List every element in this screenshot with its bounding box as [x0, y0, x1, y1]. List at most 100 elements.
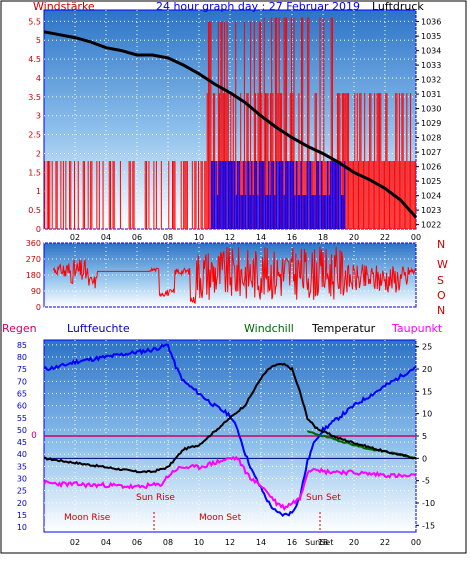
temperature-y-tick-labels: -15 -10 -5 0 5 10 15 20 25: [416, 343, 435, 530]
direction-y-tick-label: 0: [36, 303, 41, 312]
taupunkt-line: [43, 455, 417, 512]
temp-x-tick-label: 02: [70, 538, 80, 547]
wind-x-tick-label: 22: [380, 233, 390, 242]
wind-x-tick-label: 16: [287, 233, 297, 242]
wind-x-tick-label: 12: [225, 233, 235, 242]
pressure-y-tick-label: 1026: [421, 163, 441, 172]
humidity-y-tick-label: 15: [17, 511, 27, 520]
compass-label: O: [437, 289, 446, 302]
temperature-y-tick-label: 25: [422, 343, 432, 352]
temperature-y-tick-label: -15: [422, 521, 435, 530]
temp-x-tick-label: 12: [225, 538, 235, 547]
wind-x-tick-label: 02: [70, 233, 80, 242]
temperature-y-tick-label: -10: [422, 499, 435, 508]
taupunkt-label: Taupunkt: [391, 322, 443, 335]
humidity-y-tick-label: 85: [17, 341, 27, 350]
luftfeuchte-label: Luftfeuchte: [67, 322, 130, 335]
temp-x-tick-label: 16: [287, 538, 297, 547]
wind-y-tick-label: 3.5: [28, 93, 41, 102]
direction-y-tick-label: 90: [31, 287, 41, 296]
wind-y-tick-label: 3: [36, 112, 41, 121]
humidity-y-tick-label: 80: [17, 353, 27, 362]
temp-x-tick-label: 14: [256, 538, 266, 547]
wind-y-tick-label: 2: [36, 149, 41, 158]
direction-y-tick-label: 180: [26, 271, 41, 280]
wind-y-tick-label: 5.5: [28, 17, 41, 26]
sun-rise-annotation: Sun Rise: [136, 493, 175, 503]
temp-x-tick-label: 20: [349, 538, 359, 547]
wind-x-tick-label: 06: [132, 233, 142, 242]
wind-bars: [44, 17, 417, 229]
direction-y-tick-label: 360: [26, 239, 41, 248]
humidity-y-tick-label: 25: [17, 487, 27, 496]
wind-axis-label: Windstärke: [33, 0, 95, 13]
temp-x-tick-labels: 02 04 06 08 10 12 14 16 18 20 22 00: [70, 538, 421, 547]
windchill-label: Windchill: [244, 322, 294, 335]
pressure-y-tick-label: 1024: [421, 192, 441, 201]
temp-x-tick-label: 04: [101, 538, 111, 547]
wind-x-tick-label: 08: [163, 233, 173, 242]
humidity-y-tick-label: 65: [17, 389, 27, 398]
pressure-y-tick-label: 1036: [421, 18, 441, 27]
wind-x-tick-label: 14: [256, 233, 266, 242]
sun-set-annotation: Sun Set: [306, 493, 341, 503]
temp-x-tick-label: 10: [194, 538, 204, 547]
temperature-y-tick-label: 0: [422, 454, 427, 463]
wind-y-tick-label: 2.5: [28, 131, 41, 140]
regen-zero-label: 0: [31, 431, 37, 441]
moon-rise-annotation: Moon Rise: [64, 513, 111, 523]
pressure-y-tick-label: 1027: [421, 148, 441, 157]
pressure-y-tick-label: 1029: [421, 119, 441, 128]
regen-label: Regen: [2, 322, 37, 335]
wind-y-tick-label: 0: [36, 225, 41, 234]
pressure-y-tick-label: 1031: [421, 90, 441, 99]
wind-y-tick-label: 1: [36, 187, 41, 196]
pressure-y-tick-label: 1034: [421, 47, 441, 56]
wind-x-tick-label: 00: [411, 233, 421, 242]
pressure-y-tick-label: 1023: [421, 206, 441, 215]
compass-label: S: [437, 274, 444, 287]
temp-x-tick-label: 22: [380, 538, 390, 547]
humidity-y-tick-label: 55: [17, 414, 27, 423]
wind-y-tick-label: 0.5: [28, 206, 41, 215]
humidity-y-tick-label: 70: [17, 377, 27, 386]
wind-y-tick-label: 4: [36, 74, 41, 83]
pressure-y-tick-label: 1022: [421, 221, 441, 230]
humidity-y-tick-label: 75: [17, 365, 27, 374]
sunset-tick-annotation: SunSet: [305, 538, 333, 547]
temperature-y-tick-label: -5: [422, 477, 430, 486]
humidity-y-tick-label: 30: [17, 475, 27, 484]
temp-x-tick-label: 08: [163, 538, 173, 547]
pressure-y-tick-label: 1035: [421, 32, 441, 41]
pressure-y-tick-label: 1033: [421, 61, 441, 70]
pressure-y-tick-label: 1030: [421, 105, 441, 114]
temperatur-line: [43, 362, 417, 474]
temp-x-tick-label: 18: [318, 538, 328, 547]
pressure-axis-label: Luftdruck: [372, 0, 424, 13]
direction-y-tick-labels: 360 270 180 90 0: [26, 239, 41, 312]
wind-x-tick-labels: 02 04 06 08 10 12 14 16 18 20 22 00: [70, 233, 421, 242]
pressure-y-tick-labels: 1022 1023 1024 1025 1026 1027 1028 1029 1030 1031…: [416, 18, 441, 230]
pressure-y-tick-label: 1032: [421, 76, 441, 85]
humidity-y-tick-label: 50: [17, 426, 27, 435]
chart-title: 24 hour graph day : 27 Februar 2019: [156, 0, 360, 13]
humidity-y-tick-label: 35: [17, 462, 27, 471]
compass-label: W: [437, 258, 448, 271]
compass-label: N: [437, 238, 445, 251]
pressure-line: [43, 30, 418, 219]
humidity-y-tick-label: 60: [17, 402, 27, 411]
temperature-y-tick-label: 15: [422, 387, 432, 396]
temp-x-tick-label: 06: [132, 538, 142, 547]
temperatur-label: Temperatur: [311, 322, 376, 335]
direction-line: [52, 246, 416, 305]
pressure-y-tick-label: 1028: [421, 134, 441, 143]
humidity-y-tick-label: 20: [17, 499, 27, 508]
wind-y-tick-labels: 0 0.5 1 1.5 2 2.5 3 3.5 4 4.5 5 5.5: [28, 17, 41, 234]
humidity-y-tick-label: 10: [17, 523, 27, 532]
humidity-y-tick-labels: 10 15 20 25 30 35 40 45 50 55 60 65 70 75 80 85: [17, 341, 27, 532]
direction-y-tick-label: 270: [26, 255, 41, 264]
temperature-y-tick-label: 20: [422, 365, 432, 374]
